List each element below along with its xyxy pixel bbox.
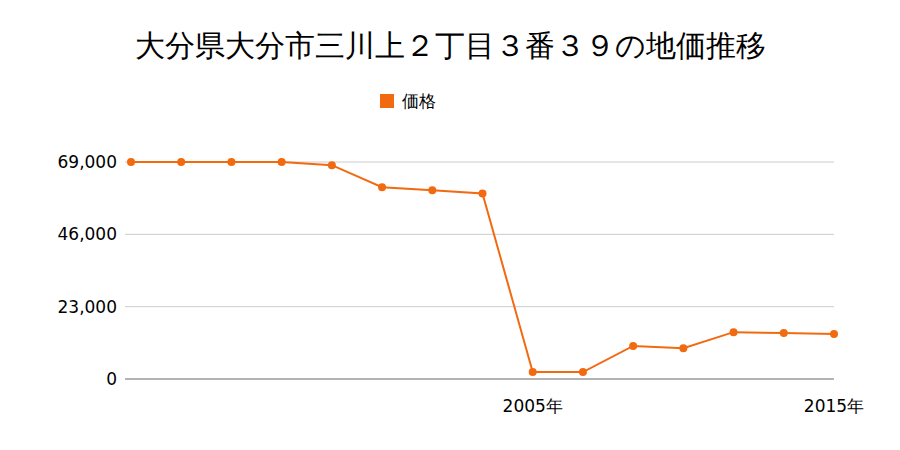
legend-label: 価格 (402, 91, 436, 111)
plot-area (127, 158, 838, 376)
grid-line (125, 234, 834, 235)
point (579, 368, 587, 376)
point (127, 158, 135, 166)
point (629, 342, 637, 350)
point (780, 329, 788, 337)
y-tick-label: 46,000 (58, 224, 117, 244)
point (278, 158, 286, 166)
y-tick-label: 0 (106, 369, 117, 389)
point (730, 328, 738, 336)
point (177, 158, 185, 166)
point (479, 189, 487, 197)
y-tick-label: 23,000 (58, 297, 117, 317)
x-tick-label: 2015年 (804, 396, 864, 416)
point (830, 330, 838, 338)
legend-swatch (380, 94, 394, 108)
point (529, 368, 537, 376)
grid-line (125, 379, 834, 380)
point (378, 183, 386, 191)
point (328, 161, 336, 169)
chart: 大分県大分市三川上２丁目３番３９の地価推移 0 23,000 46,000 69,000… (0, 0, 900, 450)
series-line (131, 162, 834, 372)
title: 大分県大分市三川上２丁目３番３９の地価推移 (135, 28, 766, 63)
point (679, 344, 687, 352)
point (428, 186, 436, 194)
grid-line (125, 306, 834, 307)
y-tick-label: 69,000 (58, 152, 117, 172)
point (227, 158, 235, 166)
x-axis (125, 379, 834, 380)
x-tick-label: 2005年 (503, 396, 563, 416)
